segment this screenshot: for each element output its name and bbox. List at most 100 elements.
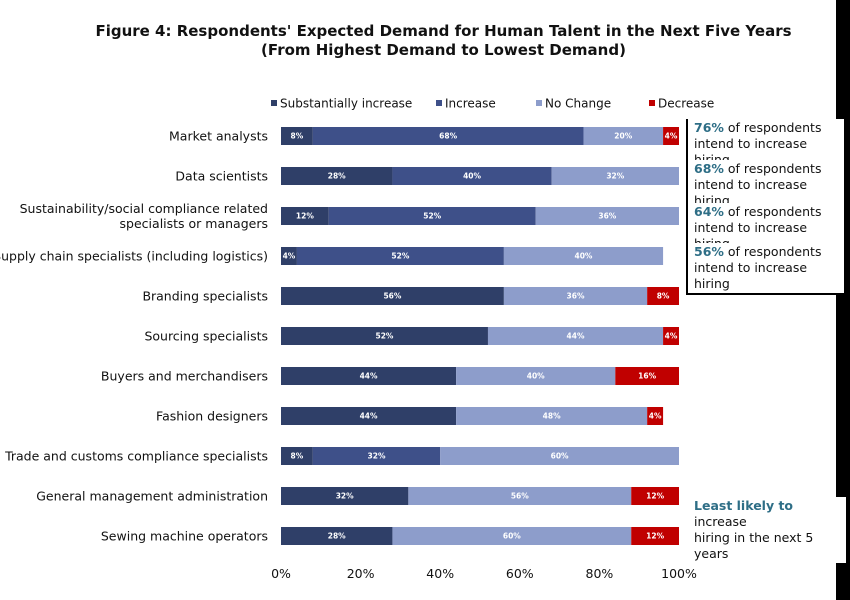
bar-segment-substantially-increase (281, 487, 409, 505)
data-label: 32% (368, 452, 386, 461)
bar-segment-substantially-increase (281, 447, 313, 465)
bar-segment-no-change (503, 287, 648, 305)
legend-label-no-change: No Change (545, 97, 611, 111)
bar-segment-substantially-increase (281, 527, 393, 545)
bar-segment-decrease (647, 287, 679, 305)
data-label: 32% (336, 492, 354, 501)
data-label: 12% (296, 212, 314, 221)
category-label: Sustainability/social compliance related… (20, 201, 268, 231)
bar-segment-decrease (663, 127, 679, 145)
bar-segment-increase (392, 167, 552, 185)
bar-segment-no-change (456, 407, 648, 425)
bar-segment-substantially-increase (281, 247, 297, 265)
category-label: Buyers and merchandisers (101, 369, 268, 384)
data-label: 40% (575, 252, 593, 261)
bar-segment-decrease (615, 367, 679, 385)
data-label: 20% (614, 132, 632, 141)
bar-segment-increase (312, 127, 584, 145)
x-tick-label: 60% (506, 566, 534, 581)
chart-subtitle: (From Highest Demand to Lowest Demand) (261, 41, 626, 59)
x-tick-label: 100% (661, 566, 697, 581)
callout-percent: 64% (694, 204, 724, 219)
chart-title: Figure 4: Respondents' Expected Demand f… (95, 22, 792, 40)
bar-segment-no-change (440, 447, 679, 465)
bar-segment-substantially-increase (281, 367, 457, 385)
data-label: 4% (665, 132, 678, 141)
callout-least-likely: Least likely to increase hiring in the n… (688, 497, 846, 563)
data-label: 4% (665, 332, 678, 341)
bar-segment-no-change (551, 167, 679, 185)
category-label: General management administration (36, 489, 268, 504)
data-label: 4% (283, 252, 296, 261)
bar-segment-substantially-increase (281, 167, 393, 185)
callout-text: of respondents (723, 120, 822, 135)
data-label: 60% (551, 452, 569, 461)
data-label: 16% (638, 372, 656, 381)
legend-swatch-decrease (649, 100, 655, 106)
data-label: 36% (598, 212, 616, 221)
callout-percent: 56% (694, 244, 724, 259)
data-label: 8% (657, 292, 670, 301)
x-tick-label: 0% (271, 566, 291, 581)
legend-swatch-no-change (536, 100, 542, 106)
callout-text: of respondents (723, 204, 822, 219)
legend-label-decrease: Decrease (658, 97, 714, 111)
data-label: 44% (360, 372, 378, 381)
data-label: 44% (360, 412, 378, 421)
data-label: 12% (646, 492, 664, 501)
bar-segment-decrease (663, 327, 679, 345)
callout-supply-chain: 56% of respondents intend to increase hi… (686, 243, 844, 295)
callout-text: of respondents (723, 161, 822, 176)
data-label: 48% (543, 412, 561, 421)
bar-segment-decrease (647, 407, 664, 425)
data-label: 68% (439, 132, 457, 141)
data-label: 8% (291, 132, 304, 141)
data-label: 32% (606, 172, 624, 181)
callout-percent: 68% (694, 161, 724, 176)
data-label: 8% (291, 452, 304, 461)
data-label: 4% (649, 412, 662, 421)
callout-text: hiring in the next 5 years (694, 530, 814, 561)
callout-text: intend to increase hiring (694, 260, 808, 291)
data-label: 44% (567, 332, 585, 341)
legend-swatch-increase (436, 100, 442, 106)
bar-segment-no-change (503, 247, 664, 265)
category-label: Data scientists (175, 169, 268, 184)
category-label: Sewing machine operators (101, 529, 268, 544)
bar-segment-no-change (535, 207, 679, 225)
data-label: 28% (328, 532, 346, 541)
bar-segment-decrease (631, 527, 679, 545)
data-label: 60% (503, 532, 521, 541)
data-label: 12% (646, 532, 664, 541)
bar-segment-no-change (392, 527, 632, 545)
category-label: Supply chain specialists (including logi… (0, 249, 268, 264)
callout-text: increase (694, 514, 747, 529)
category-label: Trade and customs compliance specialists (4, 449, 268, 464)
bar-segment-increase (296, 247, 504, 265)
bar-segment-substantially-increase (281, 327, 488, 345)
category-label: Branding specialists (142, 289, 268, 304)
callout-emphasis: Least likely to (694, 498, 794, 513)
callout-percent: 76% (694, 120, 724, 135)
bar-segment-increase (328, 207, 536, 225)
x-tick-label: 40% (426, 566, 454, 581)
category-label: Sourcing specialists (144, 329, 268, 344)
data-label: 40% (463, 172, 481, 181)
category-label: Market analysts (169, 129, 268, 144)
legend-swatch-substantially-increase (271, 100, 277, 106)
bar-segment-increase (312, 447, 441, 465)
callout-text: of respondents (723, 244, 822, 259)
data-label: 52% (376, 332, 394, 341)
x-tick-label: 80% (586, 566, 614, 581)
bar-segment-no-change (408, 487, 632, 505)
data-label: 28% (328, 172, 346, 181)
x-tick-label: 20% (347, 566, 375, 581)
bar-segment-substantially-increase (281, 127, 313, 145)
data-label: 52% (391, 252, 409, 261)
data-label: 56% (383, 292, 401, 301)
bar-segment-substantially-increase (281, 207, 329, 225)
data-label: 56% (511, 492, 529, 501)
legend-label-increase: Increase (445, 97, 496, 111)
bar-segment-no-change (487, 327, 664, 345)
